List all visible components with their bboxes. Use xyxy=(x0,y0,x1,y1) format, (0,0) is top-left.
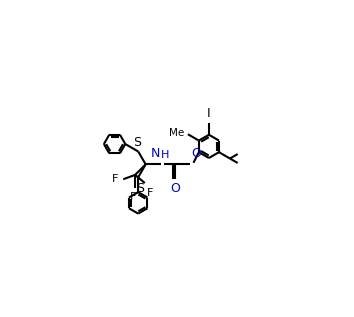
Text: F: F xyxy=(112,174,119,184)
Text: I: I xyxy=(207,107,211,120)
Text: H: H xyxy=(161,151,170,160)
Text: O: O xyxy=(191,147,201,160)
Text: S: S xyxy=(133,136,141,149)
Text: S: S xyxy=(136,182,144,195)
Text: O: O xyxy=(171,183,181,196)
Text: N: N xyxy=(150,147,160,160)
Text: F: F xyxy=(147,188,153,198)
Text: F: F xyxy=(130,192,136,202)
Text: Me: Me xyxy=(169,128,184,138)
